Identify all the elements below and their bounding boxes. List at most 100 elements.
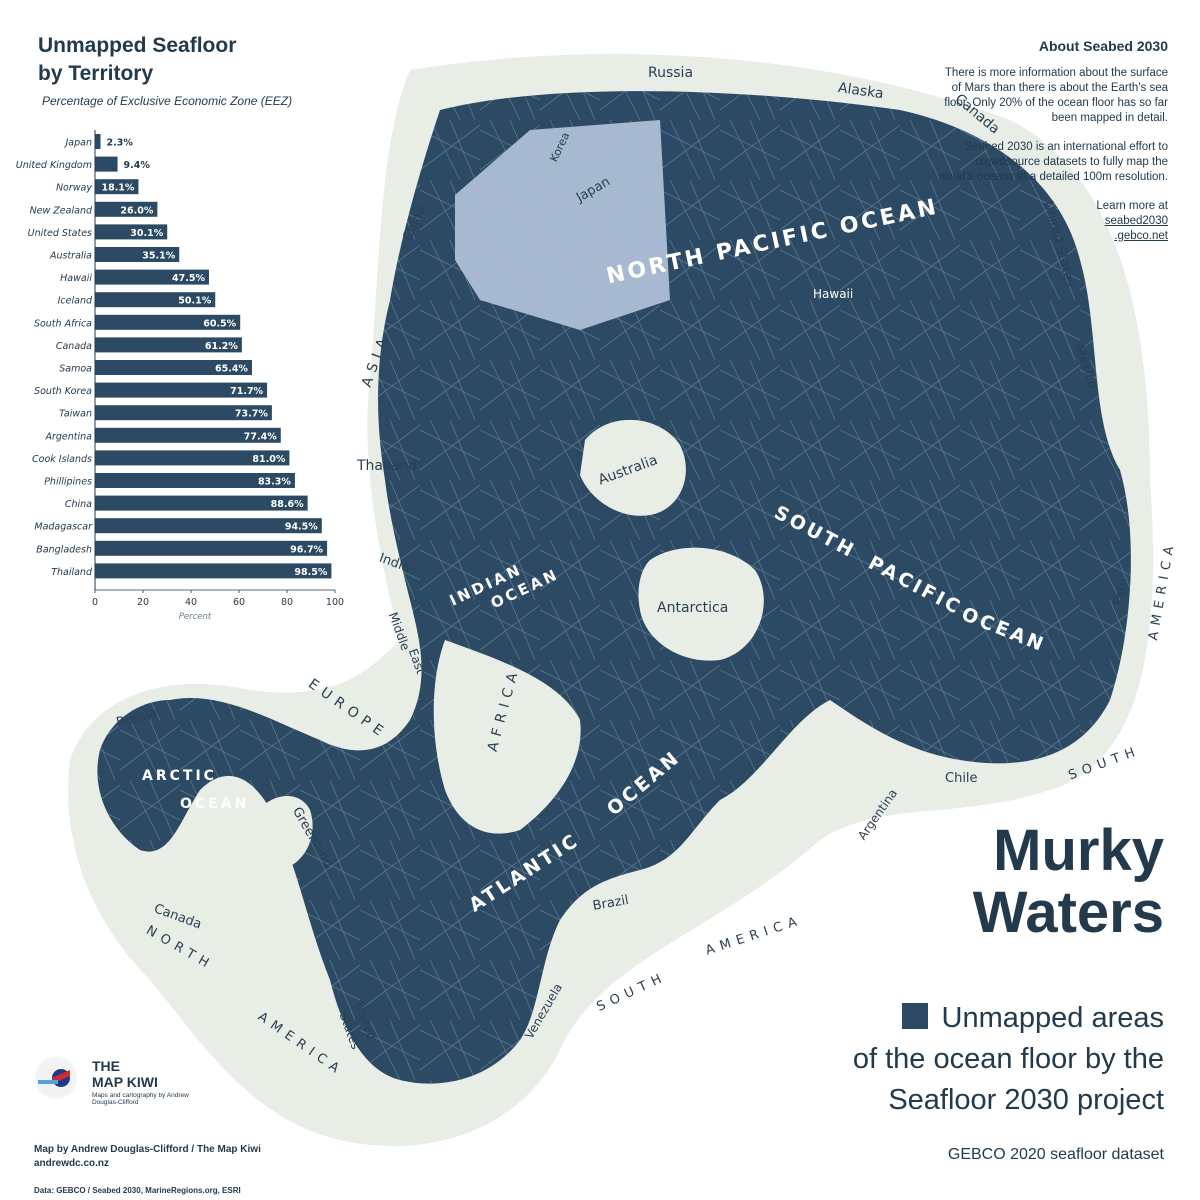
label-chile: Chile — [945, 771, 978, 786]
bar-value-label: 26.0% — [120, 205, 153, 216]
category-label: Madagascar — [34, 522, 93, 533]
chart-subtitle: Percentage of Exclusive Economic Zone (E… — [42, 94, 293, 108]
about-learn-more: Learn more at — [1096, 200, 1168, 212]
category-label: Australia — [49, 251, 92, 262]
category-label: South Africa — [34, 318, 92, 329]
legend-line2: of the ocean floor by the — [852, 1043, 1164, 1075]
bar — [95, 156, 118, 172]
x-tick-label: 80 — [281, 597, 293, 608]
x-tick-label: 60 — [233, 597, 245, 608]
main-title-line2: Waters — [972, 880, 1164, 945]
bar-value-label: 47.5% — [172, 273, 205, 284]
bar-value-label: 83.3% — [258, 477, 291, 488]
bar — [95, 337, 242, 353]
label-russia: Russia — [648, 65, 693, 81]
bar — [95, 540, 328, 556]
bar — [95, 314, 241, 330]
map-kiwi-logo-icon — [35, 1057, 77, 1099]
bar — [95, 518, 322, 534]
dataset-note: GEBCO 2020 seafloor dataset — [947, 1146, 1164, 1163]
legend-swatch — [901, 1003, 928, 1029]
bar — [95, 382, 268, 398]
bar-value-label: 77.4% — [244, 431, 277, 442]
bar — [95, 269, 209, 285]
about-title: About Seabed 2030 — [1038, 38, 1168, 54]
bar-value-label: 50.1% — [178, 296, 211, 307]
category-label: United Kingdom — [16, 160, 92, 171]
bar-value-label: 71.7% — [230, 386, 263, 397]
data-source: Data: GEBCO / Seabed 2030, MarineRegions… — [34, 1186, 241, 1195]
legend: Unmapped areas of the ocean floor by the… — [744, 998, 1164, 1121]
label-hawaii: Hawaii — [813, 287, 853, 301]
bar — [95, 450, 290, 466]
about-paragraph-3: Learn more at seabed2030 .gebco.net — [938, 199, 1168, 244]
legend-line3: Seafloor 2030 project — [888, 1084, 1164, 1116]
mapped-seafloor — [455, 120, 670, 330]
bar — [95, 292, 216, 308]
legend-text-1: Unmapped areas — [941, 1002, 1164, 1034]
credit-site[interactable]: andrewdc.co.nz — [34, 1158, 110, 1169]
category-label: Samoa — [59, 364, 92, 375]
category-label: Phillipines — [44, 477, 92, 488]
bar-value-label: 9.4% — [124, 160, 151, 171]
label-alaska: Alaska — [837, 80, 885, 102]
bar-value-label: 98.5% — [294, 567, 327, 578]
category-label: Iceland — [58, 296, 93, 307]
bar-value-label: 81.0% — [252, 454, 285, 465]
category-label: Argentina — [44, 431, 92, 442]
bar-value-label: 61.2% — [205, 341, 238, 352]
bar — [95, 247, 180, 262]
bar-chart: Japan 2.3% United Kingdom 9.4% Norway 18.1% Ne… — [16, 130, 344, 622]
about-paragraph-2: Seabed 2030 is an international effort t… — [938, 141, 1168, 183]
category-label: Hawaii — [60, 273, 92, 284]
about-link-part1[interactable]: seabed2030 — [1104, 215, 1168, 227]
bar — [95, 495, 308, 511]
x-tick-label: 0 — [92, 597, 98, 608]
main-title: Murky Waters — [973, 820, 1164, 944]
bar-value-label: 88.6% — [271, 499, 304, 510]
inner-land — [248, 419, 764, 870]
category-label: Japan — [64, 138, 93, 149]
about-body: There is more information about the surf… — [938, 66, 1168, 258]
category-label: Cook Islands — [32, 454, 92, 465]
category-label: New Zealand — [30, 205, 93, 216]
bar-value-label: 30.1% — [130, 228, 163, 239]
credit-author: Map by Andrew Douglas-Clifford / The Map… — [34, 1144, 261, 1155]
bar — [95, 427, 281, 443]
bar-value-label: 94.5% — [285, 522, 318, 533]
about-link-part2[interactable]: .gebco.net — [1114, 230, 1168, 242]
bar — [95, 473, 295, 488]
logo-wordmark: THE MAP KIWI — [92, 1058, 242, 1090]
x-tick-label: 40 — [185, 597, 197, 608]
label-peru: Peru — [1111, 577, 1129, 606]
logo-the: THE — [92, 1058, 120, 1074]
bar — [95, 405, 272, 421]
bar-value-label: 65.4% — [215, 364, 248, 375]
bar-value-label: 60.5% — [203, 318, 236, 329]
label-thailand: Thailand — [356, 458, 417, 474]
bar-value-label: 73.7% — [235, 409, 268, 420]
bar — [95, 179, 139, 195]
label-brazil: Brazil — [592, 893, 630, 914]
chart-title-line1: Unmapped Seafloor — [38, 34, 237, 57]
x-tick-label: 100 — [326, 597, 344, 608]
category-label: Norway — [56, 183, 92, 194]
category-label: South Korea — [34, 386, 92, 397]
legend-line1: Unmapped areas — [744, 998, 1164, 1039]
bar-value-label: 35.1% — [142, 251, 175, 262]
label-arctic-1: ARCTIC — [142, 768, 217, 784]
category-label: Canada — [56, 341, 92, 352]
label-south-america-east: AMERICA — [704, 913, 805, 959]
category-label: Bangladesh — [36, 544, 92, 555]
chart-title: Unmapped Seafloor by Territory — [38, 32, 338, 88]
category-label: Taiwan — [59, 409, 92, 420]
category-label: United States — [28, 228, 92, 239]
x-axis-label: Percent — [179, 612, 212, 622]
category-label: China — [65, 499, 92, 510]
chart-title-line2: by Territory — [38, 62, 154, 85]
bar — [95, 201, 158, 217]
bar-value-label: 2.3% — [107, 138, 134, 149]
unmapped-seafloor — [97, 91, 1131, 1084]
